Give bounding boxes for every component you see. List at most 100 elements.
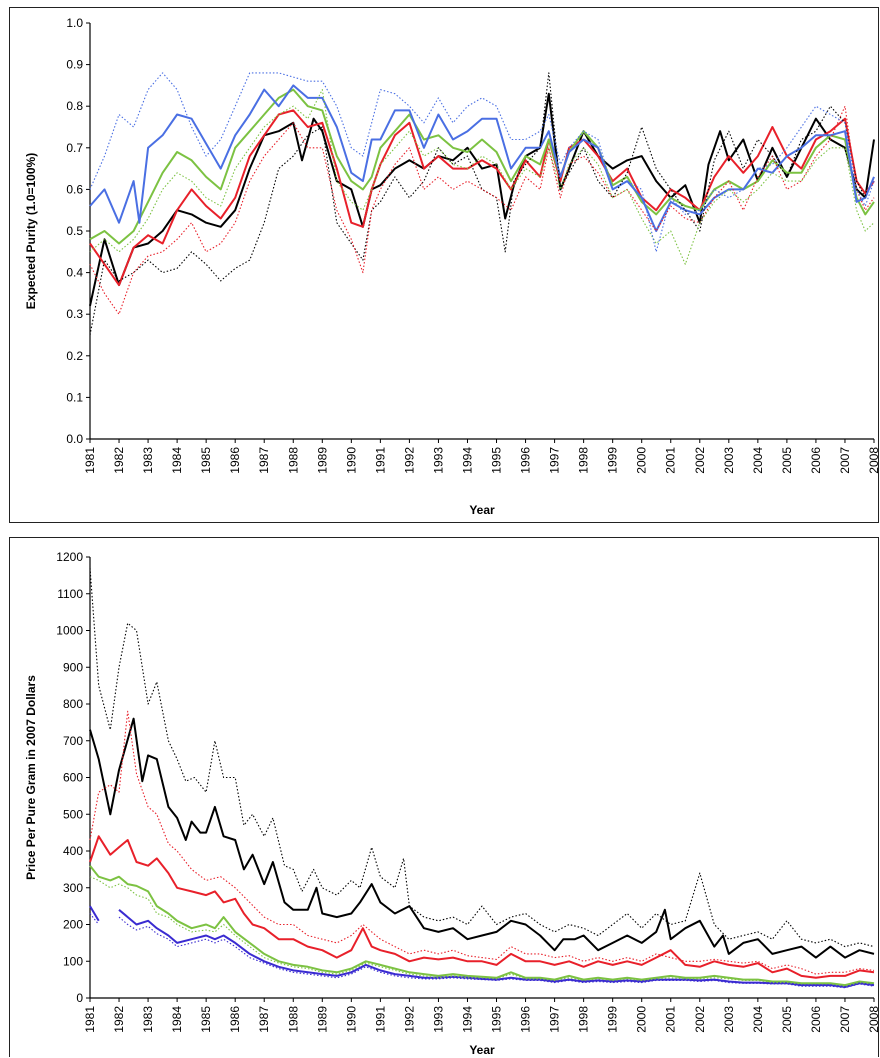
y-tick-label: 200 — [63, 918, 83, 932]
series-line-solid-0 — [89, 717, 875, 959]
y-tick-label: 0.2 — [66, 349, 83, 363]
price-chart: 0 100 200 300 400 500 600 700 800 900 1000 1100 1200… — [24, 550, 880, 1057]
x-tick-label: 1981 — [83, 447, 97, 474]
x-tick-label: 2004 — [751, 447, 765, 474]
x-tick-label: 1995 — [490, 1006, 504, 1033]
x-tick-label: 2008 — [867, 447, 880, 474]
x-tick-label: 2003 — [722, 1006, 736, 1033]
x-tick-label: 1989 — [315, 1006, 329, 1033]
y-tick-label: 0.4 — [66, 266, 83, 280]
x-tick-label: 1997 — [548, 447, 562, 474]
y-axis-title: Price Per Pure Gram in 2007 Dollars — [24, 675, 38, 880]
x-tick-label: 2008 — [867, 1006, 880, 1033]
x-tick-label: 1989 — [315, 447, 329, 474]
x-tick-label: 1993 — [431, 1006, 445, 1033]
x-tick-label: 2001 — [664, 1006, 678, 1033]
x-tick-label: 1990 — [344, 1006, 358, 1033]
x-tick-label: 1991 — [373, 1006, 387, 1033]
x-tick-label: 1981 — [83, 1006, 97, 1033]
x-tick-label: 2006 — [809, 447, 823, 474]
y-tick-label: 0 — [76, 991, 83, 1005]
x-tick-label: 1991 — [373, 447, 387, 474]
series-line-solid-3 — [89, 84, 875, 232]
series-line-solid-2 — [89, 88, 875, 245]
x-tick-label: 2002 — [693, 447, 707, 474]
x-tick-label: 2005 — [780, 1006, 794, 1033]
y-tick-label: 900 — [63, 660, 83, 674]
x-tick-label: 1994 — [460, 447, 474, 474]
x-tick-label: 1988 — [286, 447, 300, 474]
y-tick-label: 500 — [63, 807, 83, 821]
x-tick-label: 2000 — [635, 447, 649, 474]
purity-chart: 0.0 0.1 0.2 0.3 0.4 0.5 0.6 0.7 0.8 0.9 1.0 1981 198… — [24, 16, 880, 517]
y-tick-label: 0.7 — [66, 141, 83, 155]
series-line-dotted-5 — [89, 105, 875, 315]
y-tick-label: 700 — [63, 734, 83, 748]
y-tick-label: 0.8 — [66, 99, 83, 113]
y-tick-label: 400 — [63, 844, 83, 858]
x-tick-label: 1983 — [141, 1006, 155, 1033]
x-tick-label: 1999 — [606, 447, 620, 474]
y-tick-label: 1.0 — [66, 16, 83, 30]
series-line-dotted-4 — [89, 72, 875, 336]
x-tick-label: 1987 — [257, 447, 271, 474]
series-line-solid-2 — [89, 865, 875, 987]
y-tick-label: 0.3 — [66, 307, 83, 321]
series-line-dotted-4 — [89, 567, 875, 948]
x-tick-label: 1997 — [548, 1006, 562, 1033]
series-line-dotted-7 — [118, 916, 875, 989]
y-tick-label: 300 — [63, 881, 83, 895]
x-tick-label: 1995 — [490, 447, 504, 474]
x-tick-label: 1986 — [228, 447, 242, 474]
series-line-dotted-7 — [89, 72, 875, 253]
y-tick-label: 600 — [63, 771, 83, 785]
y-tick-label: 800 — [63, 697, 83, 711]
x-tick-label: 2002 — [693, 1006, 707, 1033]
x-tick-label: 1998 — [577, 447, 591, 474]
y-tick-label: 100 — [63, 954, 83, 968]
x-tick-label: 1994 — [460, 1006, 474, 1033]
series-line-solid-1 — [89, 109, 875, 287]
price-chart-panel: 0 100 200 300 400 500 600 700 800 900 1000 1100 1200… — [9, 537, 880, 1057]
x-tick-label: 1990 — [344, 447, 358, 474]
x-axis-title: Year — [469, 503, 495, 517]
series-line-solid-0 — [89, 92, 875, 307]
x-tick-label: 1983 — [141, 447, 155, 474]
x-tick-label: 2004 — [751, 1006, 765, 1033]
x-tick-label: 1992 — [402, 447, 416, 474]
series-line-dotted-7 — [89, 913, 100, 925]
x-tick-label: 1996 — [519, 1006, 533, 1033]
x-tick-label: 1982 — [112, 447, 126, 474]
y-tick-label: 0.1 — [66, 390, 83, 404]
x-tick-label: 2007 — [838, 447, 852, 474]
x-tick-label: 1993 — [431, 447, 445, 474]
y-tick-label: 0.6 — [66, 182, 83, 196]
x-tick-label: 1984 — [170, 1006, 184, 1033]
x-tick-label: 1985 — [199, 447, 213, 474]
x-tick-label: 2003 — [722, 447, 736, 474]
y-tick-label: 0.5 — [66, 224, 83, 238]
x-tick-label: 1988 — [286, 1006, 300, 1033]
y-tick-label: 1000 — [56, 624, 83, 638]
x-tick-label: 1986 — [228, 1006, 242, 1033]
series-line-solid-3 — [118, 909, 875, 988]
y-tick-label: 0.9 — [66, 58, 83, 72]
purity-chart-panel: 0.0 0.1 0.2 0.3 0.4 0.5 0.6 0.7 0.8 0.9 1.0 1981 198… — [9, 7, 880, 523]
x-tick-label: 2001 — [664, 447, 678, 474]
x-tick-label: 2006 — [809, 1006, 823, 1033]
x-tick-label: 1985 — [199, 1006, 213, 1033]
x-tick-label: 1998 — [577, 1006, 591, 1033]
series-line-dotted-5 — [89, 710, 875, 975]
series-line-dotted-6 — [89, 876, 875, 987]
x-tick-label: 1987 — [257, 1006, 271, 1033]
y-tick-label: 1200 — [56, 550, 83, 564]
series-line-solid-3 — [89, 905, 100, 922]
x-tick-label: 2007 — [838, 1006, 852, 1033]
x-tick-label: 1999 — [606, 1006, 620, 1033]
x-tick-label: 1996 — [519, 447, 533, 474]
y-tick-label: 1100 — [57, 587, 83, 601]
x-axis-title: Year — [469, 1043, 495, 1057]
x-tick-label: 1982 — [112, 1006, 126, 1033]
y-axis-title: Expected Purity (1.0=100%) — [24, 153, 38, 309]
x-tick-label: 2000 — [635, 1006, 649, 1033]
